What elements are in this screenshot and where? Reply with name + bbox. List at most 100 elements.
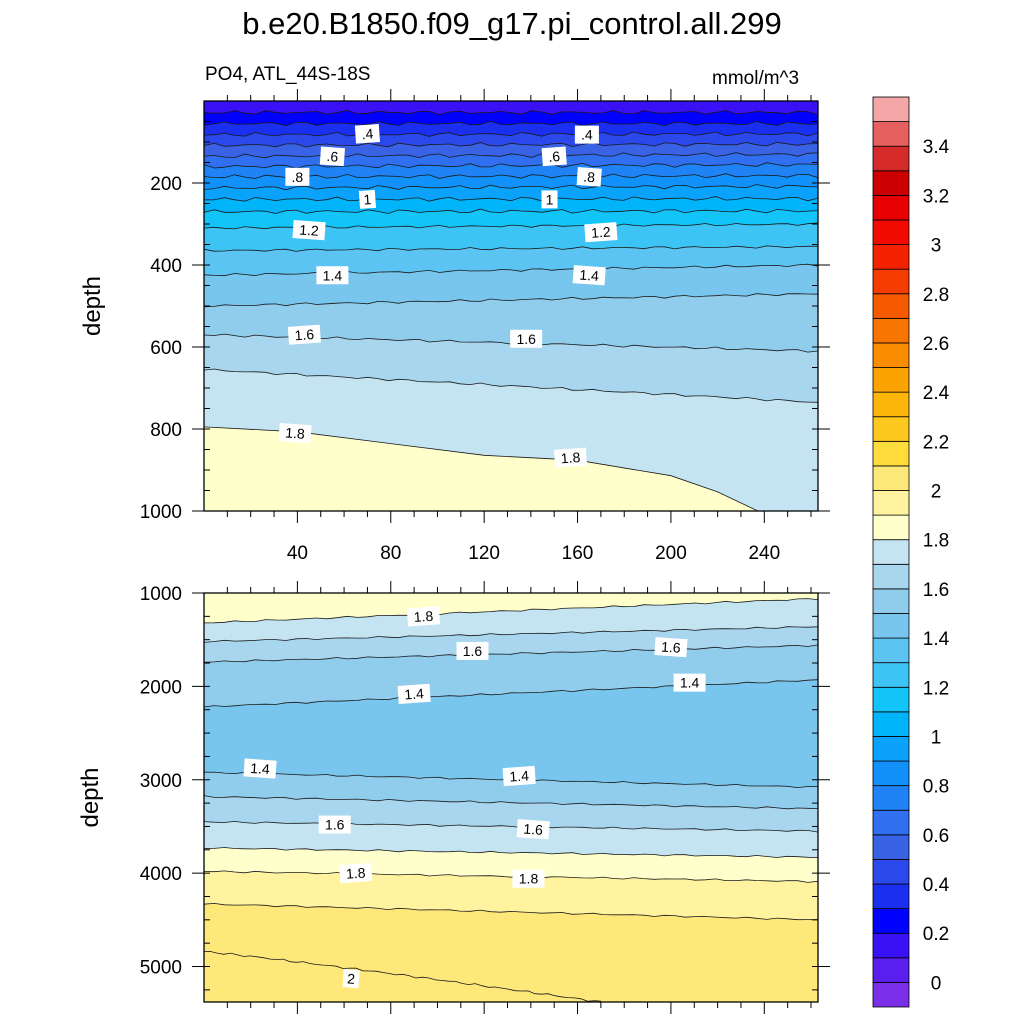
contour-line <box>204 131 818 137</box>
colorbar-swatch <box>872 662 910 688</box>
upper-depth-panel: .4 .4 .6 .6 .8 .8 1 1 1.2 1.2 1.4 1.4 1.6 1.6 1.8 1.8 20… <box>79 89 830 564</box>
contour-label: 1.8 <box>553 447 588 468</box>
contour-label-box <box>456 641 489 660</box>
colorbar-tick-label: 2.4 <box>923 383 950 404</box>
x-tick-label: 120 <box>468 543 500 564</box>
y-tick-label: 1000 <box>140 502 182 523</box>
colorbar-swatch <box>872 809 910 836</box>
contour-label-box <box>358 189 377 209</box>
contour-label: 1.6 <box>510 329 543 348</box>
contour-label: 1 <box>541 190 558 209</box>
contour-label-box <box>397 683 431 704</box>
contour-label-box <box>574 125 599 144</box>
contour-line <box>204 820 818 833</box>
contour-label-box <box>516 819 550 840</box>
contour-label: 1.6 <box>318 815 351 834</box>
contour-label-text: 1.2 <box>591 224 612 241</box>
colorbar-swatch <box>872 416 910 442</box>
colorbar-tick-label: 3.4 <box>923 137 950 158</box>
contour-label-box <box>319 146 346 167</box>
colorbar-swatch <box>872 170 910 196</box>
contour-label: 1.4 <box>502 765 536 787</box>
contour-label-text: 1.8 <box>560 449 581 466</box>
contour-label-box <box>278 423 312 444</box>
colorbar-swatch <box>872 96 910 122</box>
contour-label: 1.6 <box>516 819 550 840</box>
contour-fills <box>204 593 818 1002</box>
x-tick-label: 240 <box>748 543 780 564</box>
contour-label-text: 1.6 <box>325 817 345 833</box>
contour-lines <box>204 109 818 511</box>
colorbar-swatch <box>872 637 910 664</box>
y-tick-label: 800 <box>150 420 182 441</box>
contour-line <box>204 847 818 858</box>
contour-line <box>204 245 818 252</box>
contour-label-text: 1.8 <box>345 864 366 881</box>
x-tick-label: 80 <box>380 543 401 564</box>
contour-label-box <box>576 167 602 187</box>
colorbar-swatch <box>872 490 910 516</box>
contour-line <box>204 263 818 277</box>
y-axis-title: depth <box>79 276 106 336</box>
contour-line <box>204 162 818 169</box>
colorbar-tick-label: 0.2 <box>923 924 949 945</box>
lower-depth-panel: 1.8 1.6 1.6 1.4 1.4 1.4 1.4 1.6 1.6 1.8 1.8 2 1000 20… <box>77 581 830 1014</box>
colorbar-swatch <box>872 711 910 737</box>
contour-label-box <box>541 190 558 209</box>
x-tick-label: 200 <box>655 543 687 564</box>
contour-label: .8 <box>576 167 602 187</box>
contour-label-text: 1.6 <box>523 821 544 838</box>
plot-frame <box>203 592 819 1003</box>
colorbar-swatch <box>872 440 910 467</box>
units-label: mmol/m^3 <box>712 68 800 89</box>
colorbar-swatch <box>872 563 910 590</box>
contour-line <box>204 795 818 810</box>
colorbar-swatch <box>872 760 910 787</box>
contour-label-box <box>584 222 618 243</box>
contour-label-text: .8 <box>292 169 304 185</box>
contour-label: .6 <box>541 146 567 167</box>
colorbar-swatch <box>872 859 910 885</box>
colorbar-swatch <box>872 539 910 565</box>
contour-label-text: 1.6 <box>294 326 315 343</box>
colorbar-tick-label: 3 <box>931 236 942 257</box>
contour-label-text: 1.6 <box>661 639 682 656</box>
contour-line <box>204 902 818 921</box>
contour-label-box <box>292 220 326 241</box>
y-tick-label: 600 <box>150 338 182 359</box>
contour-label: 1.4 <box>316 266 349 285</box>
contour-label: 1.8 <box>512 869 545 888</box>
contour-label-box <box>510 329 543 348</box>
colorbar-tick-label: 2.2 <box>923 432 949 453</box>
contour-lines <box>204 598 818 1002</box>
contour-label-text: 1.4 <box>509 767 530 784</box>
colorbar-tick-label: 0.4 <box>923 875 950 896</box>
contour-label-box <box>316 266 349 285</box>
contour-label-text: 1.4 <box>404 685 425 702</box>
contour-line <box>204 120 818 127</box>
contour-label: 2 <box>342 969 360 989</box>
contour-label-box <box>502 765 536 787</box>
contour-label-text: .4 <box>361 125 374 142</box>
contour-fill <box>204 951 601 1002</box>
colorbar-swatch <box>872 268 910 295</box>
contour-label: 1.8 <box>278 423 312 444</box>
colorbar-swatch <box>872 514 910 541</box>
colorbar-swatch <box>872 957 910 983</box>
contour-label: .4 <box>574 125 599 144</box>
contour-line <box>204 152 818 159</box>
contour-label-box <box>342 969 360 989</box>
contour-line <box>204 626 818 643</box>
colorbar-tick-label: 0.8 <box>923 777 949 798</box>
y-tick-label: 400 <box>150 256 182 277</box>
colorbar-swatch <box>872 145 910 172</box>
colorbar-tick-label: 2.6 <box>923 334 949 355</box>
colorbar-swatch <box>872 244 910 270</box>
contour-label: .4 <box>354 123 381 144</box>
contour-label: 1.6 <box>287 324 321 345</box>
contour-line <box>204 293 818 308</box>
contour-label-box <box>285 167 310 186</box>
contour-label-text: 1.2 <box>299 221 320 238</box>
contour-line <box>204 196 818 202</box>
